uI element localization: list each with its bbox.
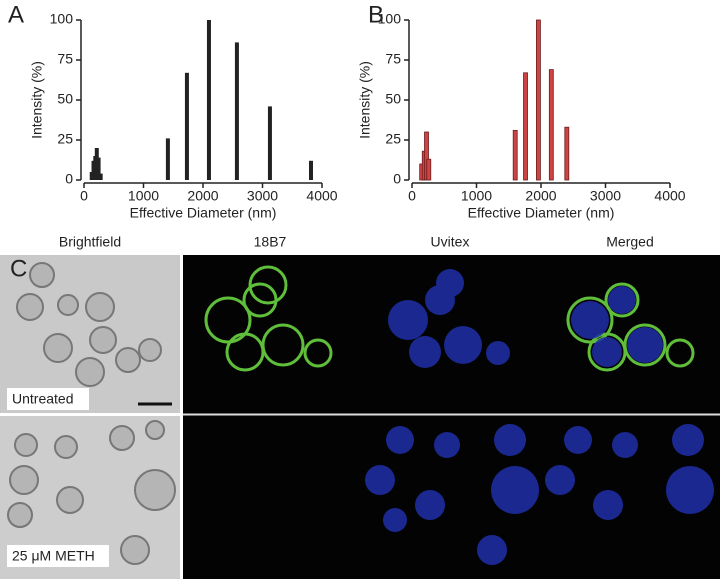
x-tick-label: 2000: [525, 188, 556, 204]
y-tick-label: 25: [385, 131, 401, 147]
x-tick-label: 4000: [306, 188, 337, 204]
x-axis-label: Effective Diameter (nm): [468, 205, 615, 221]
x-tick-label: 1000: [128, 188, 159, 204]
bar: [512, 129, 518, 181]
bar: [426, 158, 432, 181]
y-tick-label: 75: [385, 51, 401, 67]
y-tick-label: 100: [378, 11, 402, 27]
bar: [267, 106, 272, 180]
x-tick-label: 0: [80, 188, 88, 204]
bar: [536, 19, 541, 181]
panel-label: B: [368, 1, 384, 28]
y-tick-label: 0: [393, 171, 401, 187]
x-axis-label: Effective Diameter (nm): [130, 205, 277, 221]
y-axis-label: Intensity (%): [357, 61, 373, 139]
column-label: Uvitex: [431, 234, 470, 250]
bar: [308, 160, 313, 180]
micrographs: [0, 255, 720, 579]
bar: [234, 42, 239, 181]
y-tick-label: 50: [385, 91, 401, 107]
bar: [165, 138, 170, 180]
x-tick-label: 1000: [461, 188, 492, 204]
x-tick-label: 0: [408, 188, 416, 204]
column-label: 18B7: [254, 234, 287, 250]
bar: [98, 173, 103, 180]
x-tick-label: 4000: [654, 188, 685, 204]
bar: [523, 72, 528, 181]
y-tick-label: 75: [57, 51, 73, 67]
x-tick-label: 2000: [187, 188, 218, 204]
bar: [206, 20, 211, 180]
bar: [564, 126, 570, 181]
y-axis-label: Intensity (%): [29, 61, 45, 139]
x-tick-label: 3000: [590, 188, 621, 204]
panel-label: C: [10, 255, 27, 282]
bar: [548, 69, 554, 181]
x-tick-label: 3000: [247, 188, 278, 204]
bar: [184, 72, 189, 180]
row-label: Untreated: [12, 391, 73, 407]
panel-label: A: [8, 1, 24, 28]
bar: [96, 157, 101, 180]
y-tick-label: 25: [57, 131, 73, 147]
column-label: Merged: [606, 234, 653, 250]
row-label: 25 μM METH: [12, 548, 95, 564]
y-tick-label: 100: [50, 11, 74, 27]
y-tick-label: 50: [57, 91, 73, 107]
y-tick-label: 0: [65, 171, 73, 187]
column-label: Brightfield: [59, 234, 121, 250]
